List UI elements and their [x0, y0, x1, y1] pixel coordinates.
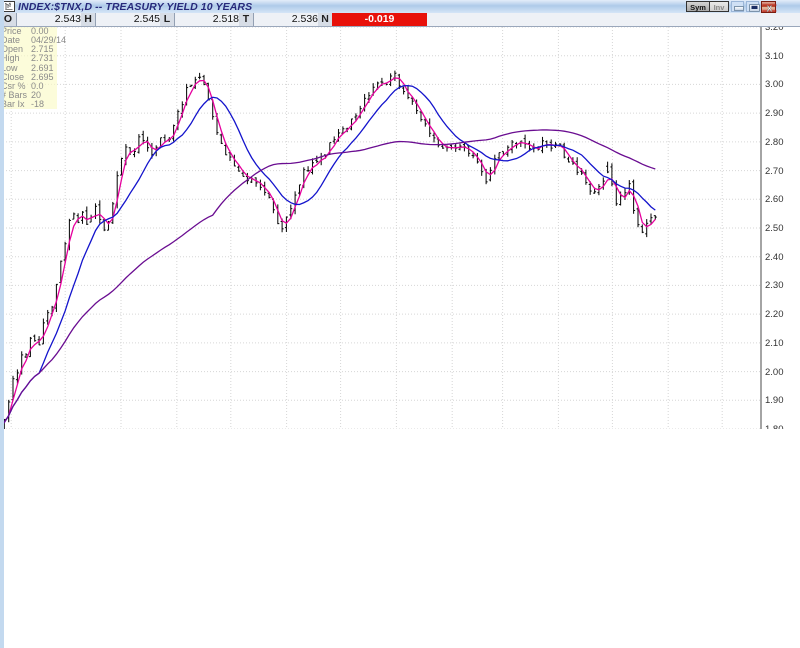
svg-text:X: X: [767, 3, 773, 13]
